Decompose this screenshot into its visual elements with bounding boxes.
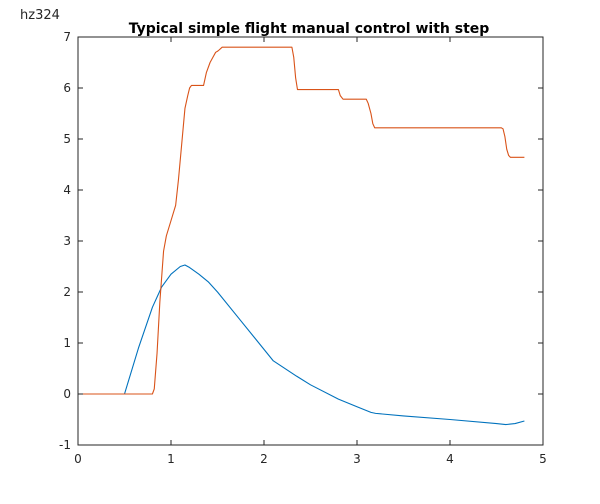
chart-title: Typical simple flight manual control wit… bbox=[129, 21, 490, 37]
figure-label: hz324 bbox=[20, 8, 60, 23]
y-tick-label: 6 bbox=[63, 81, 71, 95]
y-tick-label: 7 bbox=[63, 30, 71, 44]
x-tick-label: 3 bbox=[353, 452, 361, 466]
y-tick-label: 3 bbox=[63, 234, 71, 248]
y-tick-label: 0 bbox=[63, 387, 71, 401]
series-line-2 bbox=[78, 46, 525, 395]
y-tick-label: 1 bbox=[63, 336, 71, 350]
x-tick-label: 0 bbox=[74, 452, 82, 466]
y-tick-label: 2 bbox=[63, 285, 71, 299]
x-tick-label: 5 bbox=[539, 452, 547, 466]
y-tick-label: 5 bbox=[63, 132, 71, 146]
plot-area bbox=[78, 37, 543, 445]
x-tick-label: 1 bbox=[167, 452, 175, 466]
series-line-1 bbox=[78, 264, 525, 426]
x-tick-label: 4 bbox=[446, 452, 454, 466]
y-tick-label: 4 bbox=[63, 183, 71, 197]
y-tick-label: -1 bbox=[59, 438, 71, 452]
series-layer bbox=[78, 46, 525, 426]
x-tick-label: 2 bbox=[260, 452, 268, 466]
